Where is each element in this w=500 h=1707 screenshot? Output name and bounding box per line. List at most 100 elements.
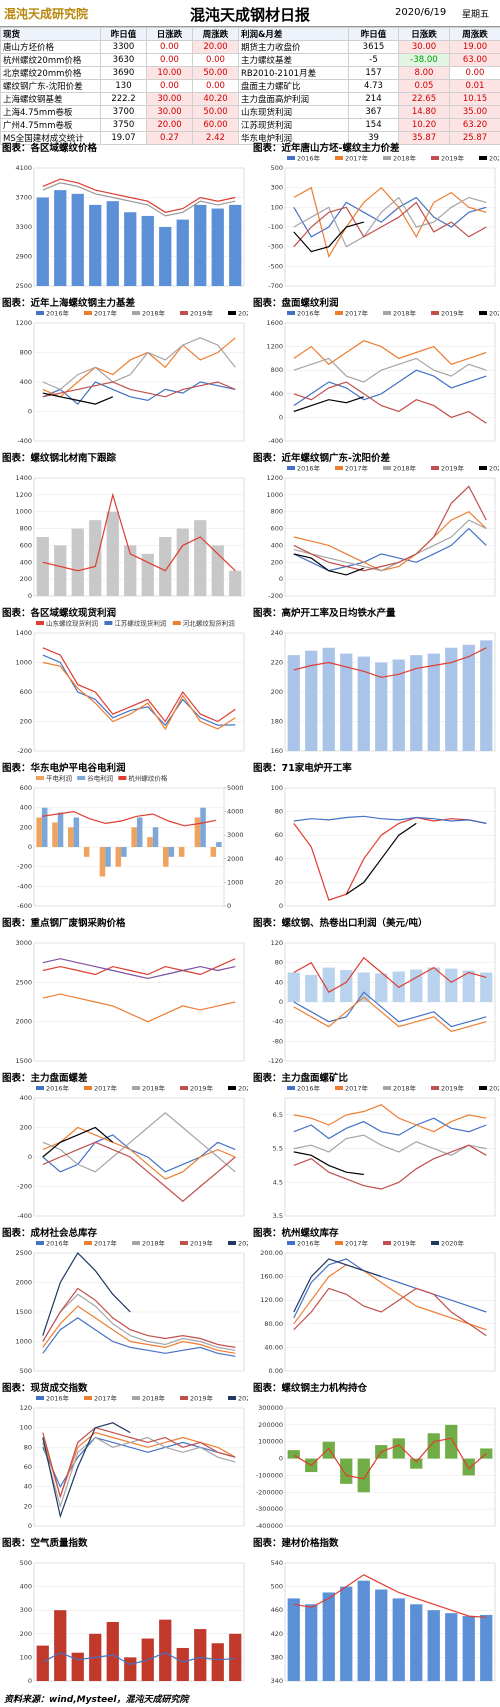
bar	[147, 837, 153, 847]
bar	[480, 1614, 493, 1681]
bar	[375, 662, 388, 751]
line	[42, 1126, 236, 1180]
chart-panel: 图表：近年上海螺纹钢主力基差 -400 0 400 800 1200 2016年 2017年 2…	[0, 293, 250, 448]
line	[293, 1144, 487, 1190]
y-tick-label: 400	[20, 558, 32, 566]
bar	[410, 1604, 423, 1681]
line	[42, 1252, 131, 1336]
line	[293, 1574, 487, 1618]
y-tick-label: 2000	[15, 1018, 32, 1026]
y-tick-label: 100	[271, 203, 283, 211]
cell: 35.00	[449, 105, 500, 119]
line	[293, 815, 487, 824]
bar	[462, 644, 475, 751]
chart: -120 -80 -40 0 40 80 120	[268, 939, 496, 1065]
y-tick-label: 240	[271, 629, 283, 637]
bar	[194, 1629, 207, 1681]
chart: -200 0 200 400 600 800 1000 1200 2016年 2017年 2018年…	[266, 464, 499, 601]
legend-label: 2017年	[345, 1084, 369, 1093]
bar	[211, 208, 224, 286]
y-tick-label: 800	[20, 349, 32, 357]
cell: 154	[348, 118, 399, 132]
cell: 10.20	[398, 118, 450, 132]
y-tick-label: 200000	[258, 1421, 283, 1429]
panel-title: 图表：建材价格指数	[253, 1538, 339, 1549]
legend-label: 谷电利润	[87, 774, 113, 783]
bar	[159, 537, 172, 596]
chart: -200 200 600 1000 1400 山东螺纹现货利润 江苏螺纹现货利润 河北螺纹现货…	[15, 619, 245, 755]
bar	[410, 655, 423, 751]
chart-panel: 图表：螺纹钢北材南下跟踪 0 200 400 600 800 1000 1200 1400	[0, 448, 250, 603]
bar	[159, 227, 172, 286]
chart: 1500 2000 2500 3000	[15, 939, 245, 1065]
panel-title: 图表：华东电炉平电谷电利润	[2, 763, 126, 774]
chart: -400 0 400 800 1200 1600 2016年 2017年 2018年 2019年 2…	[266, 309, 499, 446]
y-tick-label: 420	[271, 1630, 283, 1638]
legend-label: 2018年	[142, 1394, 166, 1403]
legend-label: 2018年	[393, 464, 417, 473]
line	[293, 485, 487, 572]
y-tick-label: 200.00	[260, 1249, 283, 1257]
line	[42, 492, 236, 572]
header-cell: 现货	[0, 27, 101, 41]
line	[293, 1134, 487, 1156]
legend-swatch	[228, 1241, 236, 1245]
y-tick-label: 200	[20, 575, 32, 583]
line	[293, 553, 365, 576]
bar	[375, 973, 388, 1002]
panel-title: 图表：高炉开工率及日均铁水产量	[253, 608, 396, 619]
legend-swatch	[77, 776, 86, 780]
line	[293, 1258, 382, 1313]
panel-title: 图表：各区域螺纹现货利润	[2, 608, 117, 619]
cell: 0.01	[449, 79, 500, 93]
legend-swatch	[228, 1086, 236, 1090]
y-tick-label: 500	[20, 1559, 32, 1567]
legend-label: 2019年	[393, 1239, 417, 1248]
chart-panel: 图表：螺纹钢主力机构持仓 -400000 -300000 -200000 -100000…	[251, 1378, 500, 1533]
table-row: 广州4.75mm卷板 3750 20.00 60.00 江苏现货利润 154 10.20 63…	[0, 118, 500, 132]
cell: 4.73	[348, 79, 399, 93]
chart-panel: 图表：近年唐山方坯-螺纹主力价差 -700 -500 -300 -100 100 300 50…	[251, 138, 500, 293]
bar	[305, 974, 318, 1002]
legend-swatch	[479, 156, 487, 160]
cell: 63.20	[449, 118, 500, 132]
row-label: 盘面主力螺矿比	[238, 79, 349, 93]
y-tick-label: -200	[17, 863, 32, 871]
bar	[194, 520, 207, 596]
y-tick-label: -300000	[256, 1505, 283, 1513]
line	[42, 1436, 236, 1509]
bar	[305, 650, 318, 751]
legend-label: 2020年	[489, 1084, 499, 1093]
bar	[410, 969, 423, 1002]
row-label: 螺纹钢广东-沈阳价差	[0, 79, 101, 93]
legend-swatch	[180, 311, 188, 315]
legend-swatch	[36, 621, 44, 625]
y-tick-label: 1200	[15, 491, 32, 499]
legend-swatch	[431, 156, 439, 160]
bar	[106, 201, 119, 286]
chart-panel: 图表：71家电炉开工率 0 20 40 60 80 100	[251, 758, 500, 913]
line	[293, 510, 487, 572]
bar	[68, 827, 74, 847]
bar	[357, 1458, 370, 1493]
bar	[287, 655, 300, 751]
y-tick-label: -400	[17, 882, 32, 890]
y-tick-label: 400	[20, 1094, 32, 1102]
bar	[73, 817, 80, 847]
cell: 0.00	[146, 79, 193, 93]
chart-panel: 图表：各区域螺纹价格 2500 2900 3300 3700 4100	[0, 138, 250, 293]
y-tick-label: -400	[268, 437, 283, 445]
cell: 10.00	[146, 66, 193, 80]
bar	[36, 197, 49, 286]
y-tick-label: 400	[271, 541, 283, 549]
y-tick-label: 0	[28, 408, 32, 416]
chart: 0 20 40 60 80 100	[271, 784, 496, 910]
y-tick-label: 160.00	[260, 1273, 283, 1281]
y-tick-label: 40	[24, 1483, 32, 1491]
header-cell: 昨日值	[348, 27, 399, 41]
report-title: 混沌天成钢材日报	[190, 6, 311, 24]
bar	[375, 1589, 388, 1681]
panel-title: 图表：各区域螺纹价格	[2, 143, 98, 154]
y-tick-label: 80	[275, 959, 283, 967]
legend-label: 2019年	[441, 309, 465, 318]
